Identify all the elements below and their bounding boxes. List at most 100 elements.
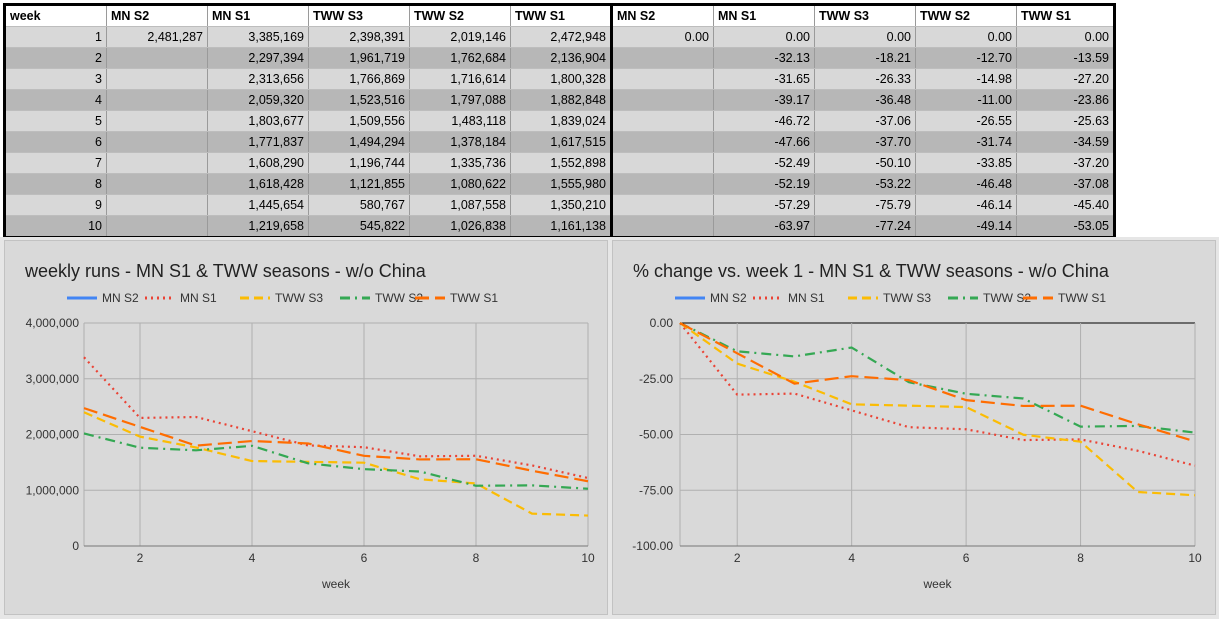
table-cell[interactable]: [106, 152, 208, 174]
table-cell[interactable]: [106, 173, 208, 195]
table-cell[interactable]: 580,767: [308, 194, 410, 216]
table-cell[interactable]: -34.59: [1016, 131, 1115, 153]
table-cell[interactable]: -53.22: [814, 173, 916, 195]
table-cell[interactable]: 1,882,848: [510, 89, 613, 111]
table-cell[interactable]: 7: [4, 152, 107, 174]
table-cell[interactable]: [611, 68, 714, 90]
table-cell[interactable]: 1,618,428: [207, 173, 309, 195]
table-cell[interactable]: 2: [4, 47, 107, 69]
table-cell[interactable]: 2,019,146: [409, 26, 511, 48]
table-cell[interactable]: -52.49: [713, 152, 815, 174]
table-cell[interactable]: [106, 194, 208, 216]
table-cell[interactable]: 1,196,744: [308, 152, 410, 174]
table-cell[interactable]: 1,087,558: [409, 194, 511, 216]
table-cell[interactable]: -33.85: [915, 152, 1017, 174]
table-cell[interactable]: [611, 152, 714, 174]
table-cell[interactable]: 4: [4, 89, 107, 111]
legend-item[interactable]: TWW S1: [415, 291, 498, 305]
table-cell[interactable]: -36.48: [814, 89, 916, 111]
table-cell[interactable]: -26.33: [814, 68, 916, 90]
table-cell[interactable]: -57.29: [713, 194, 815, 216]
table-cell[interactable]: 3,385,169: [207, 26, 309, 48]
table-cell[interactable]: 10: [4, 215, 107, 238]
table-cell[interactable]: 1,219,658: [207, 215, 309, 238]
table-cell[interactable]: -27.20: [1016, 68, 1115, 90]
table-cell[interactable]: -52.19: [713, 173, 815, 195]
table-cell[interactable]: 8: [4, 173, 107, 195]
table-cell[interactable]: -39.17: [713, 89, 815, 111]
column-header[interactable]: MN S1: [713, 4, 815, 27]
legend-item[interactable]: TWW S1: [1023, 291, 1106, 305]
legend-item[interactable]: MN S2: [675, 291, 747, 305]
table-cell[interactable]: 1,716,614: [409, 68, 511, 90]
table-cell[interactable]: 1: [4, 26, 107, 48]
table-cell[interactable]: -13.59: [1016, 47, 1115, 69]
table-cell[interactable]: 0.00: [611, 26, 714, 48]
column-header[interactable]: TWW S3: [814, 4, 916, 27]
table-cell[interactable]: 1,617,515: [510, 131, 613, 153]
column-header[interactable]: TWW S2: [915, 4, 1017, 27]
legend-item[interactable]: MN S2: [67, 291, 139, 305]
table-cell[interactable]: -37.08: [1016, 173, 1115, 195]
table-cell[interactable]: -31.74: [915, 131, 1017, 153]
table-cell[interactable]: -37.70: [814, 131, 916, 153]
legend-item[interactable]: MN S1: [145, 291, 217, 305]
table-cell[interactable]: -37.06: [814, 110, 916, 132]
table-cell[interactable]: 1,080,622: [409, 173, 511, 195]
column-header[interactable]: TWW S3: [308, 4, 410, 27]
table-cell[interactable]: -47.66: [713, 131, 815, 153]
column-header[interactable]: MN S2: [106, 4, 208, 27]
table-cell[interactable]: -37.20: [1016, 152, 1115, 174]
table-cell[interactable]: 1,961,719: [308, 47, 410, 69]
table-cell[interactable]: -18.21: [814, 47, 916, 69]
table-cell[interactable]: -23.86: [1016, 89, 1115, 111]
chart-weekly-runs[interactable]: weekly runs - MN S1 & TWW seasons - w/o …: [4, 240, 608, 615]
table-cell[interactable]: 3: [4, 68, 107, 90]
legend-item[interactable]: TWW S2: [948, 291, 1031, 305]
table-cell[interactable]: 1,555,980: [510, 173, 613, 195]
table-cell[interactable]: 1,161,138: [510, 215, 613, 238]
table-cell[interactable]: 1,762,684: [409, 47, 511, 69]
table-cell[interactable]: 1,378,184: [409, 131, 511, 153]
table-cell[interactable]: 1,800,328: [510, 68, 613, 90]
table-cell[interactable]: -26.55: [915, 110, 1017, 132]
table-cell[interactable]: [611, 131, 714, 153]
table-cell[interactable]: [611, 215, 714, 238]
column-header[interactable]: MN S2: [611, 4, 714, 27]
table-cell[interactable]: [611, 194, 714, 216]
table-cell[interactable]: -50.10: [814, 152, 916, 174]
chart-percent-change[interactable]: % change vs. week 1 - MN S1 & TWW season…: [612, 240, 1216, 615]
table-cell[interactable]: 1,350,210: [510, 194, 613, 216]
table-cell[interactable]: 1,121,855: [308, 173, 410, 195]
table-cell[interactable]: [611, 89, 714, 111]
table-cell[interactable]: 2,472,948: [510, 26, 613, 48]
table-cell[interactable]: -25.63: [1016, 110, 1115, 132]
column-header[interactable]: week: [4, 4, 107, 27]
table-cell[interactable]: [106, 131, 208, 153]
table-cell[interactable]: [106, 215, 208, 238]
table-cell[interactable]: -32.13: [713, 47, 815, 69]
column-header[interactable]: TWW S1: [510, 4, 613, 27]
column-header[interactable]: TWW S2: [409, 4, 511, 27]
table-cell[interactable]: 545,822: [308, 215, 410, 238]
table-cell[interactable]: 0.00: [1016, 26, 1115, 48]
table-cell[interactable]: [106, 68, 208, 90]
table-cell[interactable]: -53.05: [1016, 215, 1115, 238]
table-cell[interactable]: [106, 110, 208, 132]
table-cell[interactable]: 1,608,290: [207, 152, 309, 174]
table-cell[interactable]: 1,445,654: [207, 194, 309, 216]
table-cell[interactable]: 2,136,904: [510, 47, 613, 69]
table-cell[interactable]: [611, 173, 714, 195]
table-cell[interactable]: 1,026,838: [409, 215, 511, 238]
table-cell[interactable]: 0.00: [915, 26, 1017, 48]
legend-item[interactable]: TWW S3: [848, 291, 931, 305]
legend-item[interactable]: TWW S3: [240, 291, 323, 305]
table-cell[interactable]: 6: [4, 131, 107, 153]
table-cell[interactable]: -77.24: [814, 215, 916, 238]
table-cell[interactable]: -49.14: [915, 215, 1017, 238]
table-cell[interactable]: -46.14: [915, 194, 1017, 216]
table-cell[interactable]: 2,398,391: [308, 26, 410, 48]
column-header[interactable]: MN S1: [207, 4, 309, 27]
table-cell[interactable]: [611, 110, 714, 132]
table-cell[interactable]: 2,481,287: [106, 26, 208, 48]
